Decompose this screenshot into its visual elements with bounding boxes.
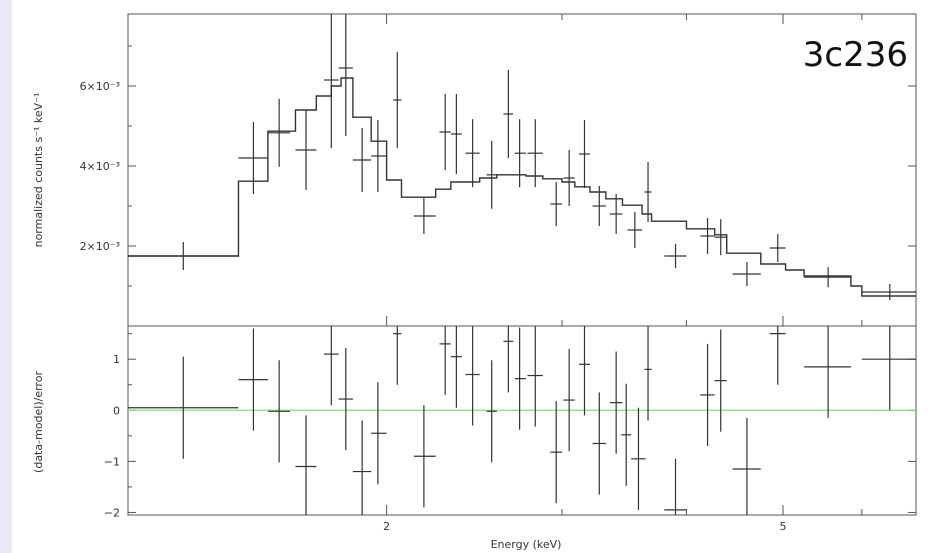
- spectrum-point: [550, 182, 563, 226]
- residual-y-tick-label: −1: [104, 455, 120, 468]
- residual-point: [769, 326, 786, 385]
- residual-point: [732, 417, 761, 515]
- spectrum-y-tick-label: 6×10⁻³: [80, 80, 120, 93]
- residual-point: [578, 326, 590, 416]
- spectrum-y-tick-label: 4×10⁻³: [80, 160, 120, 173]
- residual-point: [644, 326, 652, 421]
- spectrum-point: [714, 219, 727, 256]
- residual-point: [267, 360, 291, 463]
- residual-y-tick-label: 0: [113, 404, 120, 417]
- spectrum-point: [732, 262, 761, 286]
- spectrum-point: [338, 14, 353, 136]
- residual-point: [486, 360, 497, 463]
- spectrum-point: [352, 128, 372, 192]
- spectrum-point: [514, 119, 526, 188]
- x-tick-label: 5: [779, 520, 786, 533]
- residual-point: [609, 351, 623, 454]
- residual-point: [338, 347, 353, 451]
- spectrum-point: [413, 198, 436, 234]
- spectrum-point: [664, 244, 687, 268]
- residual-point: [238, 328, 268, 431]
- spectrum-point: [295, 110, 317, 190]
- residual-point: [439, 326, 451, 395]
- spectrum-point: [267, 98, 291, 167]
- residual-point: [714, 329, 727, 432]
- spectrum-point: [465, 119, 480, 188]
- residual-point: [514, 327, 526, 430]
- residual-point: [371, 382, 387, 485]
- residual-panel-frame: [127, 325, 917, 516]
- spectrum-point: [804, 267, 851, 288]
- residual-y-axis-title: (data-model)/error: [32, 371, 45, 473]
- residual-point: [592, 392, 606, 495]
- residual-point: [503, 326, 514, 393]
- residual-point: [621, 383, 632, 486]
- residual-data-points: [128, 326, 916, 515]
- residual-point: [413, 405, 436, 508]
- spectrum-point: [563, 150, 575, 206]
- residual-point: [352, 420, 372, 515]
- spectrum-point: [861, 284, 916, 300]
- residual-point: [700, 343, 715, 447]
- residual-point: [465, 326, 480, 426]
- residual-point: [631, 407, 646, 510]
- spectrum-point: [700, 218, 715, 254]
- residual-point: [323, 326, 339, 406]
- spectrum-point: [627, 212, 643, 248]
- residual-point: [295, 415, 317, 515]
- residual-point: [527, 326, 543, 427]
- residual-point: [393, 326, 402, 385]
- spectrum-point: [439, 94, 451, 170]
- spectrum-point: [450, 94, 462, 174]
- spectrum-point: [644, 162, 652, 222]
- spectrum-point: [371, 120, 387, 192]
- spectrum-point: [323, 14, 339, 148]
- residual-point: [664, 458, 687, 515]
- x-tick-label: 2: [383, 520, 390, 533]
- residual-point: [450, 326, 462, 408]
- spectrum-point: [578, 120, 590, 188]
- spectrum-point: [527, 119, 543, 188]
- source-label: 3c236: [803, 35, 908, 75]
- spectrum-point: [128, 242, 239, 270]
- spectrum-point: [609, 194, 623, 234]
- residual-point: [861, 326, 916, 411]
- spectrum-panel-frame: [127, 13, 917, 327]
- spectrum-point: [769, 234, 786, 262]
- model-step-line: [128, 77, 916, 297]
- spectrum-data-points: [128, 14, 916, 300]
- residual-point: [804, 326, 851, 418]
- spectrum-point: [486, 140, 497, 209]
- residual-point: [550, 401, 563, 504]
- residual-point: [563, 348, 575, 452]
- residual-y-tick-label: 1: [113, 353, 120, 366]
- spectrum-point: [503, 70, 514, 158]
- x-axis-title: Energy (keV): [491, 538, 562, 551]
- spectrum-point: [592, 186, 606, 226]
- spectrum-y-ticks: 2×10⁻³ 4×10⁻³ 6×10⁻³: [80, 45, 916, 287]
- spectrum-y-axis-title: normalized counts s⁻¹ keV⁻¹: [32, 93, 45, 248]
- residual-y-tick-label: −2: [104, 506, 120, 519]
- residual-point: [128, 356, 239, 459]
- spectrum-point: [238, 122, 268, 194]
- spectrum-point: [393, 52, 402, 148]
- residual-y-ticks: −2 −1 0 1: [104, 333, 916, 519]
- spectrum-y-tick-label: 2×10⁻³: [80, 240, 120, 253]
